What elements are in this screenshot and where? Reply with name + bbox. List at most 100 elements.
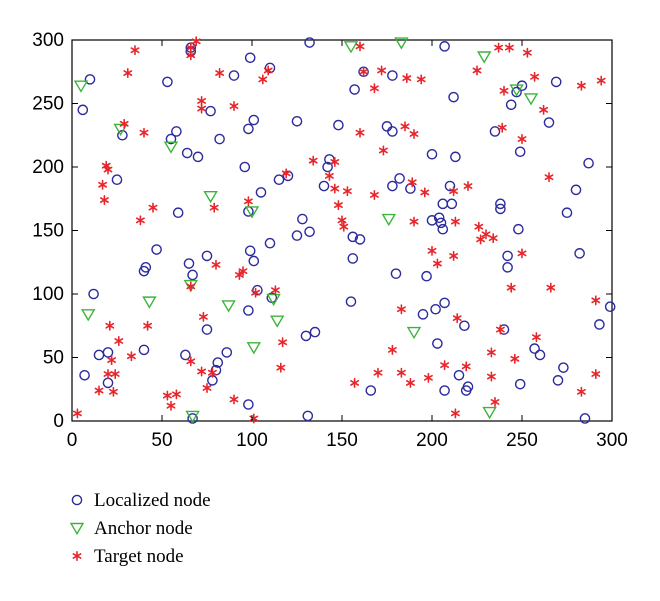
localized-node-point: [570, 184, 582, 196]
localized-node-point: [365, 385, 377, 396]
target-node-point: [308, 155, 318, 166]
localized-node-point: [243, 399, 254, 410]
localized-node-point: [453, 369, 465, 381]
asterisk-stroke: [504, 44, 514, 51]
asterisk-stroke: [490, 399, 500, 405]
localized-node-point: [304, 226, 315, 238]
target-node-point: [342, 186, 352, 197]
asterisk-stroke: [333, 202, 343, 208]
localized-node-point: [77, 104, 89, 116]
target-node-point: [229, 394, 239, 405]
target-node-point: [72, 408, 82, 419]
asterisk-stroke: [427, 247, 437, 254]
asterisk-stroke: [407, 179, 417, 186]
target-node-point: [135, 215, 145, 226]
target-node-point: [576, 386, 586, 397]
asterisk-stroke: [238, 268, 248, 275]
localized-node-point: [345, 296, 357, 307]
asterisk-stroke: [450, 218, 460, 225]
asterisk-stroke: [486, 373, 496, 380]
legend-item: Target node: [72, 546, 184, 567]
localized-node-point: [181, 147, 193, 159]
target-node-point: [337, 215, 347, 226]
target-node-point: [166, 400, 176, 411]
target-node-point: [476, 234, 486, 245]
target-node-point: [202, 382, 212, 393]
plot-frame: [71, 39, 613, 422]
localized-node-point: [228, 70, 240, 81]
localized-node-point: [172, 207, 184, 219]
localized-node-point: [244, 52, 256, 64]
y-tick-label: 50: [43, 348, 64, 369]
localized-node-point: [604, 301, 616, 313]
target-node-point: [276, 362, 286, 373]
asterisk-stroke: [258, 76, 268, 83]
target-node-point: [103, 369, 113, 380]
localized-node-point: [347, 253, 359, 264]
asterisk-stroke: [110, 371, 120, 377]
target-node-point: [103, 164, 113, 175]
asterisk-stroke: [510, 355, 520, 362]
target-node-point: [278, 337, 288, 348]
localized-node-point: [552, 375, 564, 386]
localized-node-point: [349, 84, 360, 95]
localized-node-point: [79, 369, 90, 381]
anchor-node-point: [269, 315, 285, 328]
localized-node-point: [300, 330, 312, 342]
asterisk-stroke: [330, 159, 340, 165]
localized-node-point: [448, 91, 459, 103]
localized-node-point: [192, 151, 204, 163]
localized-node-point: [574, 248, 585, 259]
asterisk-stroke: [99, 197, 109, 203]
asterisk-stroke: [162, 392, 172, 399]
anchor-node-point: [163, 141, 179, 154]
y-tick-label: 300: [32, 30, 64, 51]
target-node-point: [114, 335, 124, 346]
target-node-point: [110, 369, 120, 380]
asterisk-stroke: [591, 371, 601, 377]
target-node-point: [333, 200, 343, 211]
x-tick-label: 150: [326, 430, 358, 451]
target-node-point: [369, 83, 379, 94]
anchor-node-point: [406, 326, 422, 340]
localized-node-point: [212, 357, 224, 368]
localized-node-point: [435, 217, 447, 229]
asterisk-stroke: [350, 379, 360, 386]
target-node-point: [495, 324, 505, 335]
asterisk-stroke: [251, 289, 261, 296]
asterisk-stroke: [98, 181, 108, 188]
target-node-point: [396, 304, 406, 315]
asterisk-stroke: [416, 76, 426, 83]
asterisk-stroke: [591, 297, 601, 304]
target-node-point: [497, 122, 507, 133]
target-node-point: [530, 71, 540, 82]
asterisk-stroke: [72, 553, 82, 559]
localized-node-point: [511, 86, 522, 98]
legend-label: Localized node: [94, 490, 211, 511]
y-tick-label: 0: [53, 411, 64, 432]
localized-node-point: [594, 319, 605, 330]
localized-node-point: [561, 207, 573, 219]
localized-node-point: [394, 173, 405, 184]
localized-node-point: [84, 74, 96, 85]
localized-node-point: [502, 250, 513, 262]
asterisk-stroke: [494, 44, 504, 51]
target-node-point: [186, 42, 196, 53]
asterisk-stroke: [359, 68, 369, 75]
asterisk-stroke: [105, 322, 115, 329]
asterisk-stroke: [432, 260, 442, 267]
asterisk-stroke: [355, 43, 365, 50]
target-node-point: [105, 320, 115, 331]
target-node-point: [234, 269, 244, 280]
asterisk-stroke: [440, 362, 450, 369]
y-tick-label: 200: [32, 157, 64, 178]
target-node-point: [506, 282, 516, 293]
target-node-point: [238, 266, 248, 277]
localized-node-point: [550, 76, 562, 88]
x-tick-label: 50: [151, 430, 172, 451]
target-node-point: [407, 177, 417, 188]
asterisk-stroke: [387, 346, 397, 353]
localized-node-point: [514, 378, 526, 390]
asterisk-stroke: [463, 183, 473, 189]
localized-node-point: [291, 115, 303, 127]
